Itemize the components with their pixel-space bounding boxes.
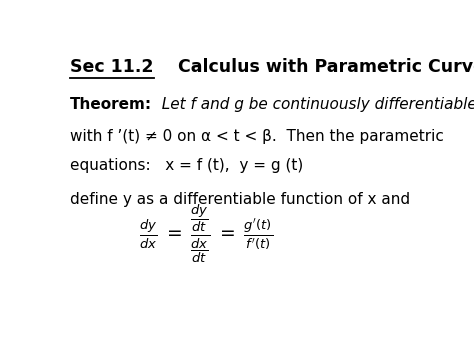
Text: Theorem:: Theorem: [70, 97, 153, 112]
Text: Let f and g be continuously differentiable: Let f and g be continuously differentiab… [153, 97, 474, 112]
Text: define y as a differentiable function of x and: define y as a differentiable function of… [70, 192, 410, 207]
Text: equations:   x = f (t),  y = g (t): equations: x = f (t), y = g (t) [70, 158, 303, 173]
Text: with f ’(t) ≠ 0 on α < t < β.  Then the parametric: with f ’(t) ≠ 0 on α < t < β. Then the p… [70, 129, 444, 144]
Text: Sec 11.2: Sec 11.2 [70, 58, 154, 76]
Text: $\frac{dy}{dx} \; = \; \frac{\dfrac{dy}{dt}}{\dfrac{dx}{dt}} \; = \; \frac{g'(t): $\frac{dy}{dx} \; = \; \frac{\dfrac{dy}{… [139, 202, 273, 266]
Text: Calculus with Parametric Curves: Calculus with Parametric Curves [154, 58, 474, 76]
